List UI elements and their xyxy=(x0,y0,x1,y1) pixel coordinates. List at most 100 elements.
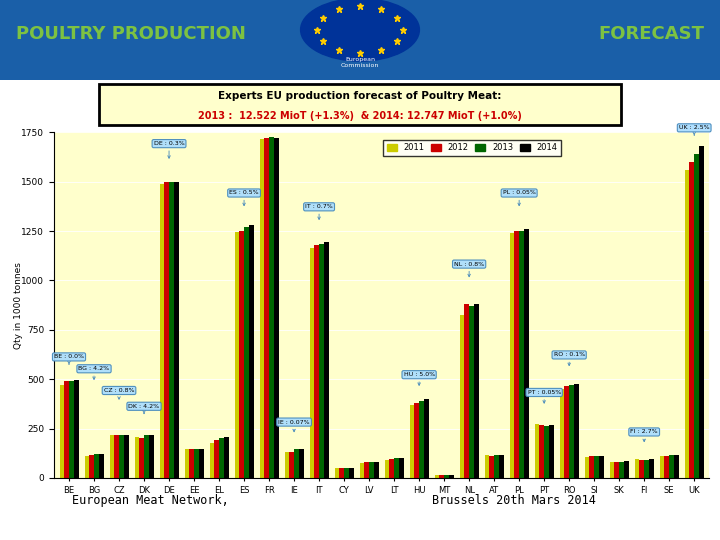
Bar xyxy=(310,248,315,478)
Bar xyxy=(469,306,474,478)
Bar xyxy=(610,462,614,478)
Bar xyxy=(224,437,228,478)
Bar xyxy=(269,137,274,478)
Text: DK : 4.2%: DK : 4.2% xyxy=(128,404,160,414)
Bar xyxy=(299,449,304,478)
Bar xyxy=(485,455,490,478)
Bar xyxy=(599,456,603,478)
Bar xyxy=(435,475,439,478)
Bar xyxy=(339,468,344,478)
Y-axis label: Qty in 1000 tonnes: Qty in 1000 tonnes xyxy=(14,262,22,348)
Bar xyxy=(364,462,369,478)
Text: 2013 :  12.522 MioT (+1.3%)  & 2014: 12.747 MioT (+1.0%): 2013 : 12.522 MioT (+1.3%) & 2014: 12.74… xyxy=(198,111,522,121)
Bar xyxy=(639,460,644,478)
Text: European Meat Network,: European Meat Network, xyxy=(72,494,229,507)
Bar xyxy=(390,459,394,478)
Text: FI : 2.7%: FI : 2.7% xyxy=(631,429,658,442)
Text: Brussels 20th Mars 2014: Brussels 20th Mars 2014 xyxy=(432,494,596,507)
Text: PT : 0.05%: PT : 0.05% xyxy=(528,390,561,403)
Bar xyxy=(260,139,264,478)
Bar xyxy=(135,437,139,478)
Bar xyxy=(569,385,574,478)
Bar xyxy=(510,233,514,478)
Bar xyxy=(289,452,294,478)
Bar xyxy=(64,381,69,478)
Bar xyxy=(189,449,194,478)
Bar xyxy=(69,381,73,478)
Bar xyxy=(585,457,590,478)
Bar xyxy=(144,435,149,478)
Bar xyxy=(590,456,594,478)
Bar xyxy=(315,245,319,478)
Bar xyxy=(394,458,399,478)
Text: NL : 0.8%: NL : 0.8% xyxy=(454,261,484,276)
Bar xyxy=(624,461,629,478)
Bar xyxy=(109,435,114,478)
Bar xyxy=(539,424,544,478)
Bar xyxy=(439,475,444,478)
Bar xyxy=(184,449,189,478)
Bar xyxy=(124,435,129,478)
Bar xyxy=(524,229,528,478)
Text: HU : 5.0%: HU : 5.0% xyxy=(403,372,435,386)
Bar xyxy=(544,426,549,478)
Bar xyxy=(294,449,299,478)
Bar xyxy=(89,455,94,478)
FancyBboxPatch shape xyxy=(99,84,621,125)
Ellipse shape xyxy=(301,0,419,61)
Bar xyxy=(644,460,649,478)
Bar xyxy=(474,304,479,478)
Bar xyxy=(444,475,449,478)
Bar xyxy=(519,231,524,478)
Bar xyxy=(449,475,454,478)
Bar xyxy=(219,438,224,478)
Bar xyxy=(119,435,124,478)
Text: UK : 2.5%: UK : 2.5% xyxy=(679,125,709,135)
Bar xyxy=(419,401,424,478)
Bar xyxy=(249,225,253,478)
Bar xyxy=(199,449,204,478)
Bar xyxy=(559,389,564,478)
Bar xyxy=(399,457,404,478)
Bar xyxy=(574,384,579,478)
Bar xyxy=(149,435,153,478)
Bar xyxy=(514,231,519,478)
Bar xyxy=(649,460,654,478)
Bar xyxy=(619,462,624,478)
Bar xyxy=(239,231,244,478)
Text: 15: 15 xyxy=(351,522,369,535)
Bar xyxy=(549,425,554,478)
Bar xyxy=(284,452,289,478)
Bar xyxy=(694,154,699,478)
Text: POULTRY PRODUCTION: POULTRY PRODUCTION xyxy=(16,24,246,43)
Bar xyxy=(685,170,690,478)
Bar xyxy=(164,181,169,478)
Text: FORECAST: FORECAST xyxy=(598,24,704,43)
Bar xyxy=(99,454,104,478)
Bar xyxy=(335,468,339,478)
Bar xyxy=(660,456,665,478)
Bar xyxy=(139,438,144,478)
Bar xyxy=(690,162,694,478)
Bar xyxy=(160,184,164,478)
Text: European
Commission: European Commission xyxy=(341,57,379,68)
Text: BE : 0.0%: BE : 0.0% xyxy=(54,354,84,364)
Bar xyxy=(235,232,239,478)
Bar xyxy=(210,443,215,478)
Bar xyxy=(634,459,639,478)
Text: Experts EU production forecast of Poultry Meat:: Experts EU production forecast of Poultr… xyxy=(218,91,502,101)
Bar xyxy=(699,146,703,478)
Bar xyxy=(669,455,674,478)
Bar xyxy=(499,455,503,478)
Bar xyxy=(215,441,219,478)
Bar xyxy=(535,423,539,478)
Text: RO : 0.1%: RO : 0.1% xyxy=(554,353,585,366)
Bar xyxy=(169,181,174,478)
Text: PL : 0.05%: PL : 0.05% xyxy=(503,191,536,206)
Bar xyxy=(274,138,279,478)
Text: CZ : 0.8%: CZ : 0.8% xyxy=(104,388,134,399)
Bar xyxy=(60,385,64,478)
Bar xyxy=(665,456,669,478)
Bar xyxy=(264,138,269,478)
Bar xyxy=(564,386,569,478)
